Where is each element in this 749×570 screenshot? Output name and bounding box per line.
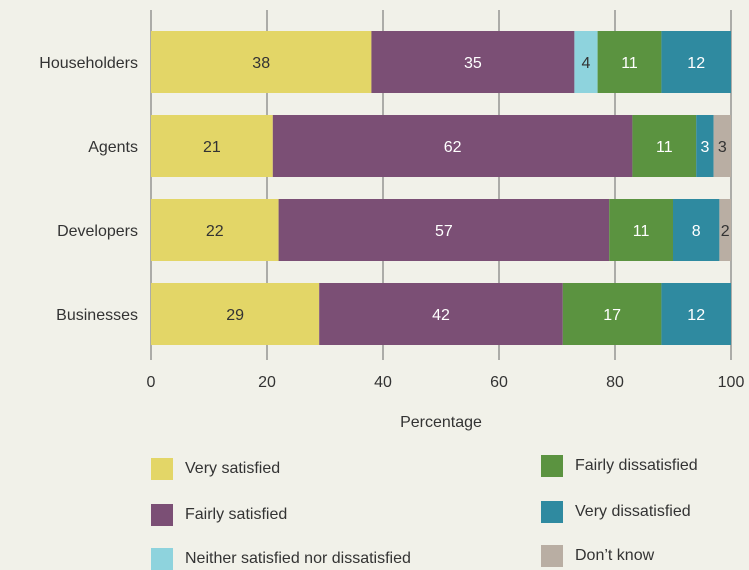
bar-segment [272, 115, 633, 177]
bar-segment [696, 115, 714, 177]
bar-value-label: 57 [435, 223, 453, 240]
x-axis-title: Percentage [400, 414, 482, 431]
bar-value-label: 29 [226, 307, 244, 324]
x-tick-labels: 0 20 40 60 80 100 [147, 374, 745, 391]
category-label: Businesses [56, 307, 138, 324]
bar-segment [609, 199, 673, 261]
bar-segment [719, 199, 731, 261]
x-tick-label: 40 [374, 374, 392, 391]
bar-value-label: 35 [464, 55, 482, 72]
x-tick-label: 100 [718, 374, 745, 391]
bar-segment [574, 31, 598, 93]
bar-value-label: 8 [692, 223, 701, 240]
bar-segment [151, 283, 320, 345]
x-tick-label: 20 [258, 374, 276, 391]
bar-segment [661, 283, 731, 345]
x-tick-label: 0 [147, 374, 156, 391]
category-label: Householders [39, 55, 138, 72]
bar-segment [562, 283, 662, 345]
x-tick-label: 60 [490, 374, 508, 391]
bar-segment [151, 31, 372, 93]
bar-value-label: 12 [687, 307, 705, 324]
bar-segment [673, 199, 720, 261]
bar-segment [278, 199, 610, 261]
bar-segment [597, 31, 662, 93]
bar-segment [319, 283, 563, 345]
bars: 38 35 4 11 12 21 62 11 3 3 22 57 11 8 2 29 42 17 12 [151, 31, 731, 345]
bar-value-label: 38 [252, 55, 270, 72]
bar-segment [632, 115, 697, 177]
bar-value-label: 11 [633, 223, 650, 240]
bar-value-label: 12 [687, 55, 705, 72]
bar-value-label: 4 [582, 55, 591, 72]
bar-value-label: 22 [206, 223, 224, 240]
bar-value-label: 3 [718, 139, 727, 156]
bar-segment [371, 31, 575, 93]
bar-value-label: 11 [621, 55, 638, 72]
bar-segment [661, 31, 731, 93]
bar-value-label: 17 [603, 307, 621, 324]
bar-segment [151, 199, 279, 261]
bar-value-label: 2 [721, 223, 730, 240]
bar-value-label: 3 [700, 139, 709, 156]
bar-value-label: 42 [432, 307, 450, 324]
category-labels: Householders Agents Developers Businesses [39, 55, 138, 324]
x-tick-label: 80 [606, 374, 624, 391]
bar-segment [151, 115, 273, 177]
category-label: Agents [88, 139, 138, 156]
bar-value-label: 62 [444, 139, 462, 156]
bar-value-label: 21 [203, 139, 221, 156]
category-label: Developers [57, 223, 138, 240]
bar-segment [713, 115, 731, 177]
bar-value-label: 11 [656, 139, 673, 156]
